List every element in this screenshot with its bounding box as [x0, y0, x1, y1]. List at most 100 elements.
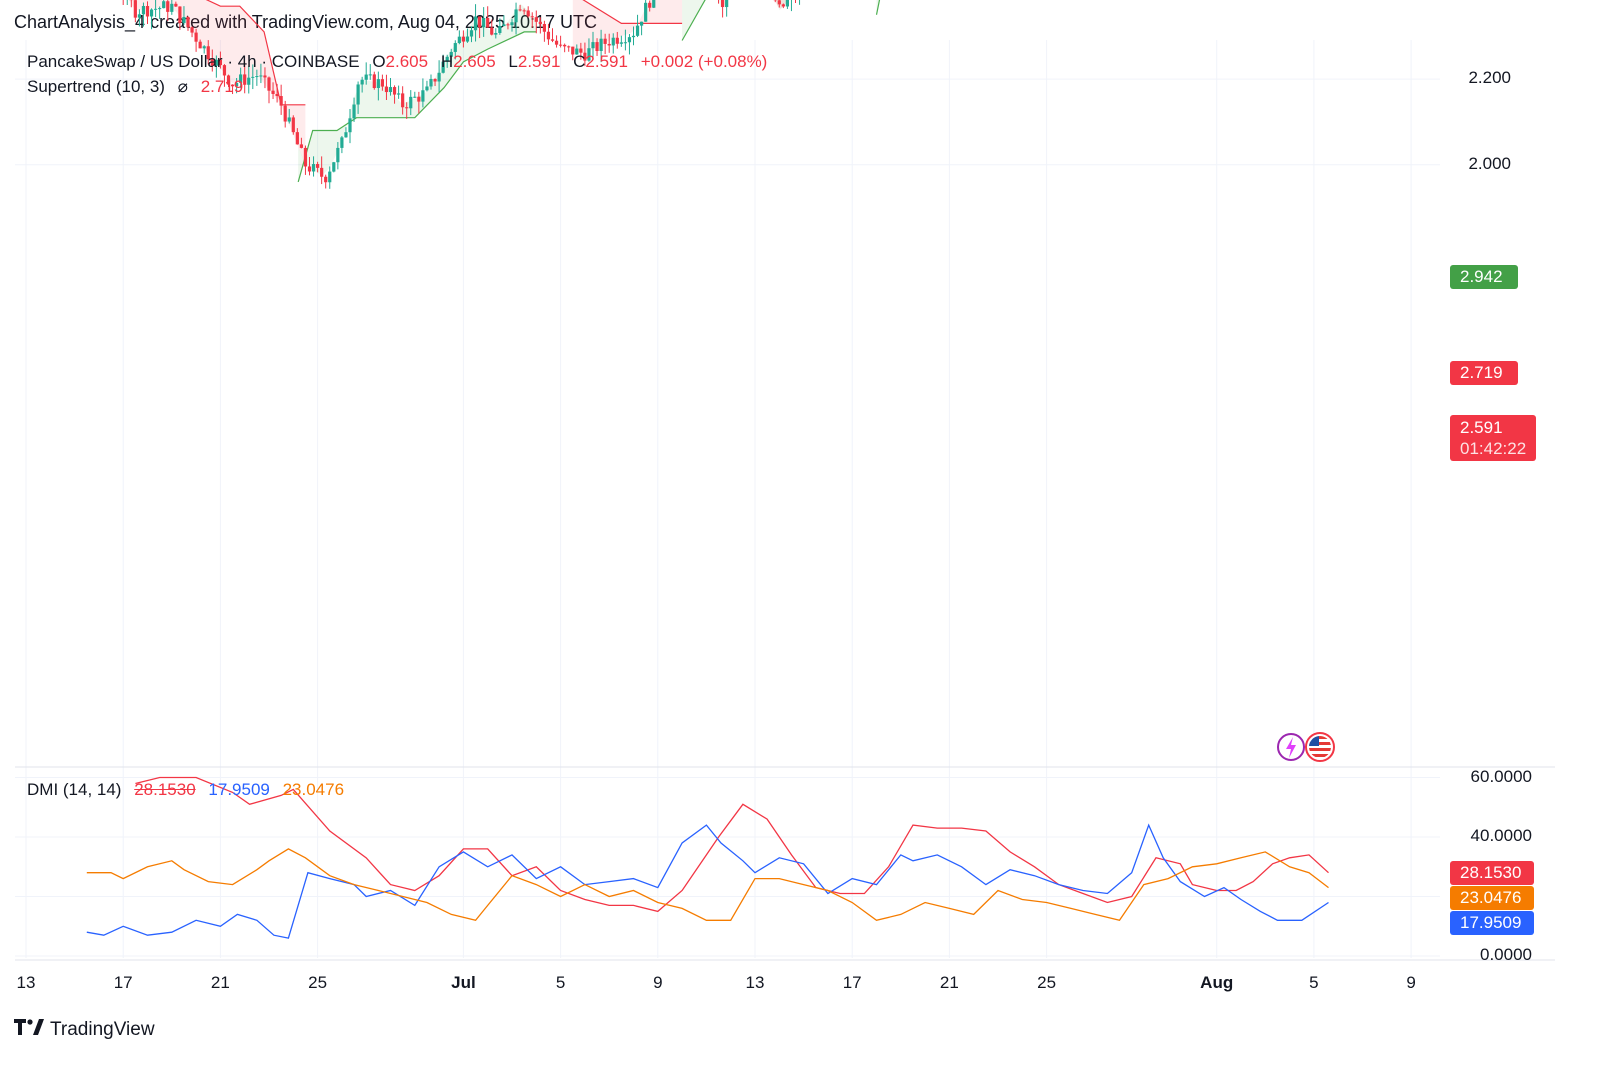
candle-body: [603, 38, 607, 44]
candle-body: [635, 25, 640, 36]
candle-body: [441, 61, 445, 73]
candle-body: [344, 132, 348, 138]
supertrend-up-badge: 2.942: [1450, 265, 1518, 289]
candle-body: [230, 84, 235, 87]
low-value: 2.591: [517, 52, 561, 71]
candle-body: [182, 16, 186, 23]
candle-body: [429, 78, 433, 87]
candle-body: [421, 90, 425, 102]
candle-body: [202, 46, 206, 49]
high-label: H: [440, 52, 454, 71]
candle-body: [510, 22, 514, 26]
dmi-adx-badge: 23.0476: [1450, 886, 1534, 910]
candle-body: [546, 31, 551, 40]
candle-body: [303, 147, 308, 167]
supertrend-up-line: [297, 31, 537, 183]
time-axis-tick: 9: [1406, 973, 1416, 992]
candle-body: [259, 75, 263, 77]
dmi-label[interactable]: DMI (14, 14): [27, 780, 122, 799]
close-label: C: [573, 52, 586, 71]
open-label: O: [372, 52, 386, 71]
dmi-line-di: [135, 776, 1329, 913]
events-icons[interactable]: [1276, 731, 1336, 765]
us-flag-icon[interactable]: [1305, 732, 1335, 762]
dmi-legend[interactable]: DMI (14, 14) 28.1530 17.9509 23.0476: [27, 780, 344, 800]
candle-body: [538, 21, 542, 24]
candle-body: [154, 8, 158, 10]
candle-body: [461, 36, 465, 42]
candle-body: [554, 40, 559, 45]
candle-body: [502, 24, 506, 27]
time-axis-tick: 13: [745, 973, 765, 992]
candle-body: [316, 164, 320, 168]
candle-body: [781, 4, 785, 7]
candle-body: [283, 105, 287, 122]
time-axis-tick: 17: [113, 973, 133, 992]
dmi-adx-value: 23.0476: [282, 780, 345, 799]
dmi-plus-badge: 28.1530: [1450, 861, 1534, 885]
supertrend-up-fill: [876, 0, 880, 15]
candle-body: [384, 86, 389, 93]
candle-body: [380, 79, 384, 87]
dmi-minus-badge: 17.9509: [1450, 911, 1534, 935]
candle-body: [255, 76, 259, 78]
candle-body: [149, 9, 154, 17]
time-axis-tick: 25: [308, 973, 328, 992]
candle-body: [356, 84, 360, 105]
candle-body: [287, 117, 291, 122]
time-axis-tick: 21: [210, 973, 230, 992]
countdown-value: 01:42:22: [1460, 439, 1527, 458]
candle-body: [397, 93, 401, 95]
candle-body: [490, 27, 494, 35]
candle-body: [235, 82, 239, 87]
grid: [15, 40, 1440, 958]
dmi-lines: [86, 776, 1329, 939]
candle-body: [409, 96, 413, 109]
candle-body: [243, 74, 247, 85]
supertrend-label[interactable]: Supertrend (10, 3): [27, 77, 165, 96]
candle-body: [271, 90, 275, 94]
dmi-minus-value: 17.9509: [208, 780, 270, 799]
symbol-label[interactable]: PancakeSwap / US Dollar · 4h · COINBASE: [27, 52, 360, 71]
candle-body: [324, 176, 328, 183]
dmi-line-di: [86, 823, 1329, 939]
candle-body: [433, 78, 437, 82]
time-axis-tick: Aug: [1200, 973, 1234, 992]
supertrend-up-line: [875, 0, 881, 15]
tradingview-mark-icon: [14, 1018, 44, 1041]
supertrend-legend[interactable]: Supertrend (10, 3) ⌀ 2.719: [27, 77, 243, 97]
time-axis-tick: 5: [555, 973, 566, 992]
candle-body: [514, 9, 518, 23]
candle-body: [145, 5, 150, 17]
lightning-icon[interactable]: [1277, 733, 1305, 761]
candle-body: [174, 3, 178, 7]
supertrend: [128, 0, 881, 183]
candle-body: [170, 3, 174, 12]
candle-body: [473, 16, 478, 31]
tradingview-logo[interactable]: TradingView: [14, 1018, 155, 1041]
candle-body: [413, 96, 417, 98]
candle-body: [575, 48, 579, 55]
candle-body: [348, 118, 352, 133]
low-label: L: [508, 52, 518, 71]
candle-body: [198, 41, 202, 49]
candle-body: [166, 1, 170, 12]
supertrend-up-fill: [682, 0, 787, 41]
candle-body: [279, 96, 283, 106]
candle-body: [376, 79, 380, 89]
candle-body: [453, 43, 457, 52]
candle-body: [619, 42, 623, 44]
candle-body: [263, 75, 267, 78]
candle-body: [328, 171, 332, 183]
candle-body: [226, 75, 231, 85]
candle-body: [587, 48, 591, 61]
candle-body: [392, 87, 397, 95]
candle-body: [178, 6, 182, 23]
candle-body: [247, 77, 251, 85]
candle-body: [218, 59, 222, 66]
candle-body: [388, 87, 393, 93]
candle-body: [372, 74, 376, 89]
candle-body: [494, 32, 498, 35]
open-value: 2.605: [385, 52, 429, 71]
